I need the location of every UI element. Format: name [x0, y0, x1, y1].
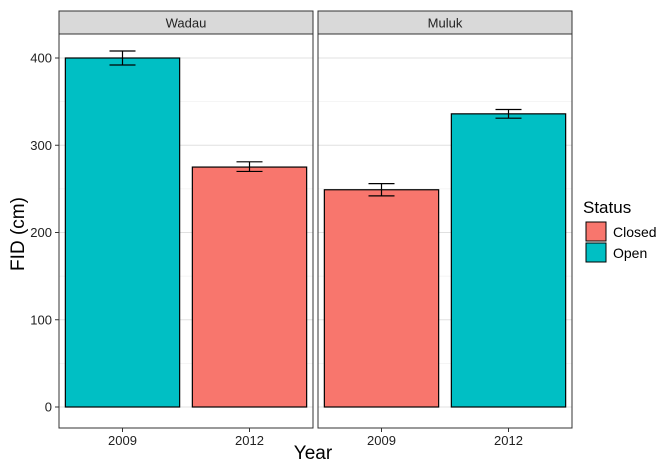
facet-label: Muluk: [428, 16, 463, 31]
bar-wadau-2009: [64, 57, 181, 408]
panel-border: [58, 33, 314, 429]
error-bar: [495, 108, 522, 119]
bar-muluk-2012: [450, 113, 567, 408]
bar-wadau-2012: [191, 166, 308, 408]
x-tick-label: 2012: [235, 433, 264, 448]
y-axis: 0 100 200 300 400: [30, 51, 59, 415]
legend-label: Closed: [613, 224, 657, 240]
y-tick-label: 300: [30, 138, 52, 153]
error-bar: [368, 183, 395, 197]
x-tick-label: 2009: [108, 433, 137, 448]
x-axis-title: Year: [294, 443, 333, 462]
panels-layer: Wadau 2009 2012 Muluk 2009 2012: [58, 10, 573, 448]
x-tick-label: 2009: [367, 433, 396, 448]
legend-key-open: [585, 242, 607, 263]
legend-key-closed: [585, 221, 607, 242]
facet-label: Wadau: [166, 16, 207, 31]
bar-muluk-2009: [323, 189, 440, 408]
panel-wadau: Wadau 2009 2012: [58, 10, 314, 448]
panel-muluk: Muluk 2009 2012: [317, 10, 573, 448]
legend-title: Status: [583, 198, 631, 217]
error-bar: [109, 50, 136, 66]
x-tick-label: 2012: [494, 433, 523, 448]
y-axis-title: FID (cm): [8, 197, 29, 271]
error-bar: [236, 161, 263, 173]
y-tick-label: 100: [30, 312, 52, 327]
legend: Status Closed Open: [583, 198, 657, 263]
y-tick-label: 200: [30, 225, 52, 240]
legend-label: Open: [613, 245, 647, 261]
y-tick-label: 400: [30, 51, 52, 66]
y-tick-label: 0: [45, 400, 52, 415]
panel-border: [317, 33, 573, 429]
